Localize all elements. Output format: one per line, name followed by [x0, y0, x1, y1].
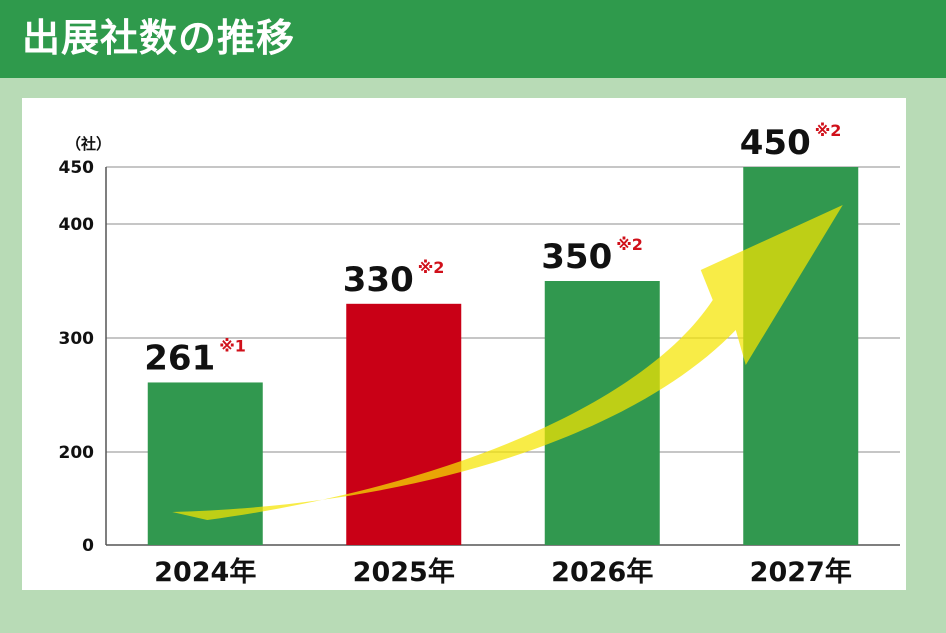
- y-tick-label: 200: [59, 443, 95, 463]
- page-title: 出展社数の推移: [22, 16, 296, 60]
- bar-2027年: [743, 167, 859, 545]
- x-tick-label: 2027年: [750, 556, 852, 588]
- data-note: ※2: [815, 121, 842, 140]
- x-tick-label: 2025年: [353, 556, 455, 588]
- data-label: 350: [541, 237, 612, 277]
- y-tick-label: 0: [82, 536, 94, 556]
- header-bar: 出展社数の推移: [0, 0, 946, 78]
- y-tick-label: 300: [59, 329, 95, 349]
- data-label: 330: [343, 260, 414, 300]
- data-note: ※2: [418, 258, 445, 277]
- y-tick-label: 400: [59, 215, 95, 235]
- trend-arrow-icon: [172, 205, 843, 520]
- y-tick-label: 450: [59, 158, 95, 178]
- data-label: 450: [740, 123, 811, 163]
- bar-2024年: [147, 382, 263, 545]
- data-note: ※1: [219, 336, 246, 355]
- data-label: 261: [144, 338, 215, 378]
- x-tick-label: 2026年: [551, 556, 653, 588]
- data-note: ※2: [616, 235, 643, 254]
- x-tick-label: 2024年: [154, 556, 256, 588]
- bar-2025年: [346, 303, 462, 545]
- y-unit-label: （社）: [66, 135, 111, 153]
